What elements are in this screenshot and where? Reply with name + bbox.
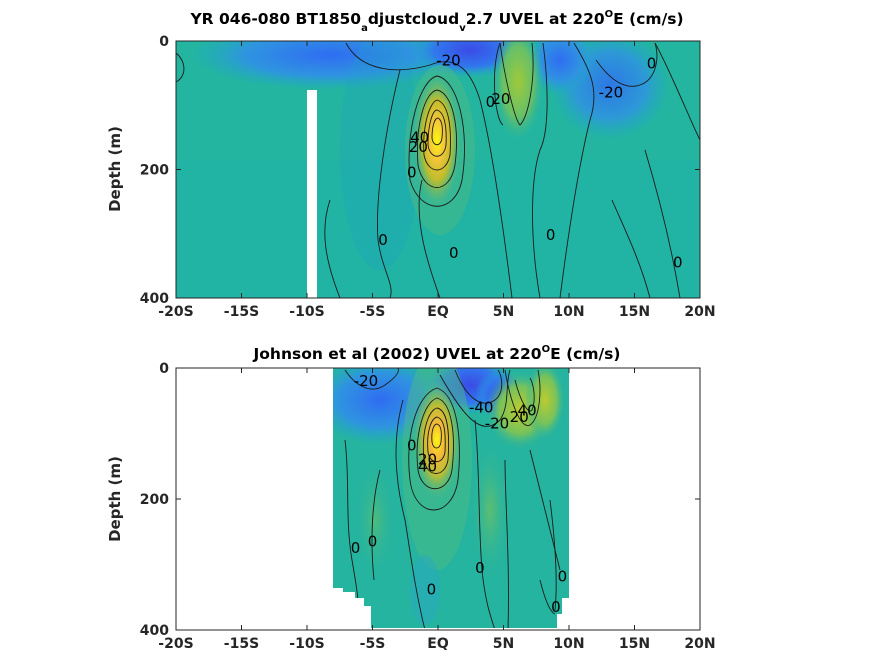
contour-label: 0	[546, 226, 556, 244]
contour-label: -20	[599, 83, 624, 101]
contour-label: 0	[407, 436, 417, 454]
contour-label: 0	[673, 254, 683, 272]
panel-1-ylabel: Depth (m)	[106, 126, 124, 212]
contour-label: 0	[368, 533, 378, 551]
contour-label: -40	[469, 398, 494, 416]
contour-label: 0	[558, 567, 568, 585]
contour-label: 0	[427, 580, 437, 598]
panel-1: YR 046-080 BT1850adjustcloudv2.7 UVEL at…	[106, 9, 716, 320]
x-tick-label: 5N	[493, 304, 514, 320]
contour-label: -20	[436, 51, 461, 69]
x-tick-label: 10N	[553, 304, 584, 320]
x-tick-label: EQ	[427, 636, 449, 652]
contour-label: 0	[486, 93, 496, 111]
contour-label: 20	[418, 451, 437, 469]
contour-label: -20	[485, 415, 510, 433]
x-tick-label: -15S	[224, 304, 259, 320]
contour-label: 20	[409, 138, 428, 156]
contour-label: 0	[551, 598, 561, 616]
y-tick-label: 0	[159, 34, 169, 50]
contour-label: 0	[407, 164, 417, 182]
contour-label: 0	[351, 539, 361, 557]
x-tick-label: 10N	[553, 636, 584, 652]
contour-label: 40	[410, 128, 429, 146]
x-tick-label: 20N	[684, 304, 715, 320]
contour-label: 0	[449, 244, 459, 262]
panel-1-title: YR 046-080 BT1850adjustcloudv2.7 UVEL at…	[189, 9, 683, 34]
panel-2-ylabel: Depth (m)	[106, 456, 124, 542]
y-tick-label: 200	[140, 163, 169, 179]
panel-2-title: Johnson et al (2002) UVEL at 220OE (cm/s…	[253, 344, 621, 363]
panel-1-masked-column	[307, 90, 317, 298]
contour-label: 20	[510, 408, 529, 426]
x-tick-label: -5S	[360, 636, 386, 652]
contour-label: 0	[647, 54, 657, 72]
x-tick-label: -5S	[360, 304, 386, 320]
contour-label: 40	[418, 457, 437, 475]
x-tick-label: -20S	[158, 304, 193, 320]
x-tick-label: -15S	[224, 636, 259, 652]
contour-label: 0	[378, 231, 388, 249]
panel-1-contours	[176, 42, 700, 298]
x-tick-label: 5N	[493, 636, 514, 652]
contour-label: 20	[491, 90, 510, 108]
x-tick-label: 20N	[684, 636, 715, 652]
y-tick-label: 200	[140, 492, 169, 508]
x-tick-label: -10S	[289, 304, 324, 320]
contour-label: 0	[475, 559, 485, 577]
y-tick-label: 0	[159, 361, 169, 377]
x-tick-label: 15N	[619, 304, 650, 320]
contour-label: -20	[354, 372, 379, 390]
x-tick-label: 15N	[619, 636, 650, 652]
x-tick-label: -10S	[289, 636, 324, 652]
x-tick-label: -20S	[158, 636, 193, 652]
x-tick-label: EQ	[427, 304, 449, 320]
contour-label: 40	[518, 402, 537, 420]
panel-2: Johnson et al (2002) UVEL at 220OE (cm/s…	[106, 344, 716, 652]
y-tick-label: 400	[140, 623, 169, 639]
y-tick-label: 400	[140, 291, 169, 307]
panel-2-field	[333, 368, 569, 628]
